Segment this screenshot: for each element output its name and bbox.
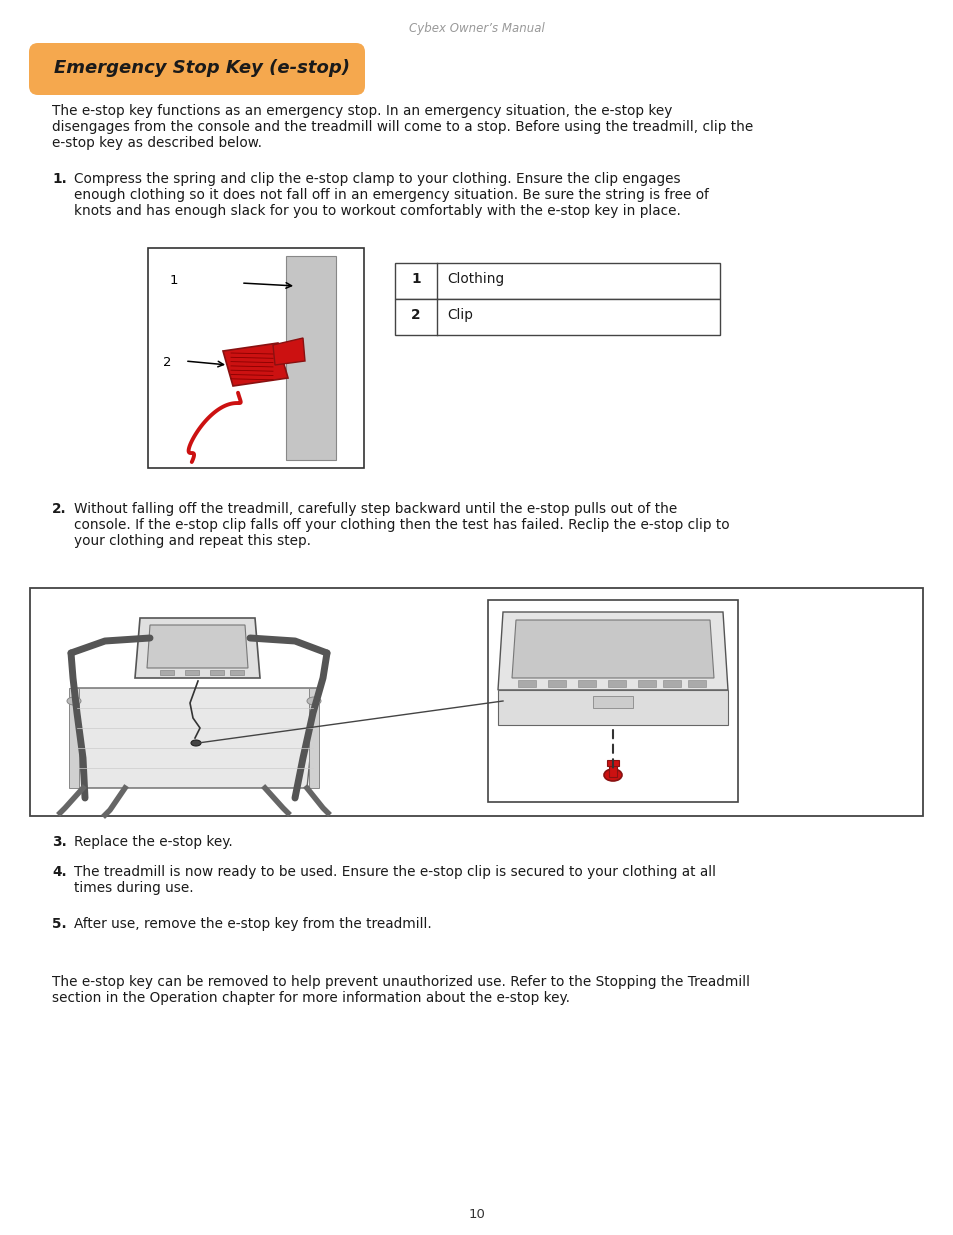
Text: 1: 1 <box>411 272 420 287</box>
Text: 2.: 2. <box>52 501 67 516</box>
Text: Cybex Owner’s Manual: Cybex Owner’s Manual <box>409 22 544 35</box>
Text: Compress the spring and clip the e-stop clamp to your clothing. Ensure the clip : Compress the spring and clip the e-stop … <box>74 172 708 219</box>
Text: 10: 10 <box>468 1208 485 1221</box>
Bar <box>687 680 705 687</box>
Bar <box>608 764 617 777</box>
Text: Clothing: Clothing <box>447 272 503 287</box>
Bar <box>69 688 79 788</box>
Text: Without falling off the treadmill, carefully step backward until the e-stop pull: Without falling off the treadmill, caref… <box>74 501 729 548</box>
Polygon shape <box>512 620 713 678</box>
Bar <box>607 680 625 687</box>
FancyBboxPatch shape <box>29 43 365 95</box>
Text: 3.: 3. <box>52 835 67 848</box>
Bar <box>230 671 244 676</box>
Polygon shape <box>273 338 305 366</box>
Bar <box>578 680 596 687</box>
Bar <box>606 760 618 766</box>
Polygon shape <box>223 343 288 387</box>
Bar <box>395 299 720 335</box>
Ellipse shape <box>67 697 81 705</box>
Bar <box>497 690 727 725</box>
Bar <box>30 588 923 816</box>
Polygon shape <box>73 688 316 788</box>
Text: Clip: Clip <box>447 308 473 322</box>
Bar <box>638 680 656 687</box>
Bar <box>286 256 335 459</box>
Text: 2: 2 <box>163 356 172 369</box>
Bar <box>309 688 318 788</box>
Text: 1.: 1. <box>52 172 67 186</box>
Ellipse shape <box>307 697 320 705</box>
Bar <box>395 263 720 299</box>
Bar <box>148 248 364 468</box>
Text: 2: 2 <box>411 308 420 322</box>
Bar <box>517 680 536 687</box>
Bar <box>160 671 173 676</box>
Text: The e-stop key can be removed to help prevent unauthorized use. Refer to the Sto: The e-stop key can be removed to help pr… <box>52 974 749 1005</box>
Bar <box>662 680 680 687</box>
Text: Emergency Stop Key (e-stop): Emergency Stop Key (e-stop) <box>54 59 350 77</box>
Polygon shape <box>147 625 248 668</box>
Text: Replace the e-stop key.: Replace the e-stop key. <box>74 835 233 848</box>
Text: The e-stop key functions as an emergency stop. In an emergency situation, the e-: The e-stop key functions as an emergency… <box>52 104 753 151</box>
Bar <box>547 680 565 687</box>
Text: 4.: 4. <box>52 864 67 879</box>
Bar <box>185 671 199 676</box>
Text: 5.: 5. <box>52 918 67 931</box>
Ellipse shape <box>191 740 201 746</box>
Bar <box>593 697 633 708</box>
Polygon shape <box>497 613 727 690</box>
Polygon shape <box>135 618 260 678</box>
Text: After use, remove the e-stop key from the treadmill.: After use, remove the e-stop key from th… <box>74 918 432 931</box>
Text: The treadmill is now ready to be used. Ensure the e-stop clip is secured to your: The treadmill is now ready to be used. E… <box>74 864 716 895</box>
Bar <box>488 600 738 802</box>
Bar <box>210 671 224 676</box>
Text: 1: 1 <box>170 274 178 287</box>
Ellipse shape <box>603 769 621 781</box>
